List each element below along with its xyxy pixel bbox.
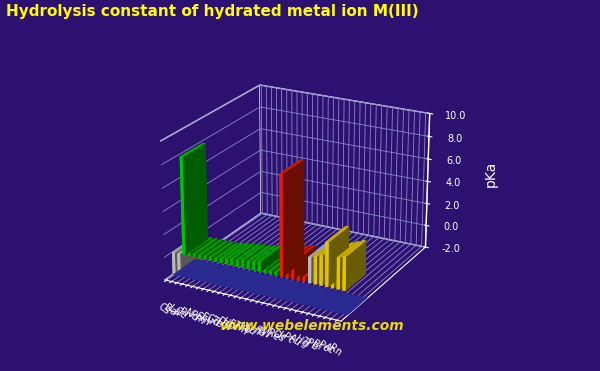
Text: Hydrolysis constant of hydrated metal ion M(III): Hydrolysis constant of hydrated metal io… [6,4,419,19]
Text: www.webelements.com: www.webelements.com [220,319,404,334]
